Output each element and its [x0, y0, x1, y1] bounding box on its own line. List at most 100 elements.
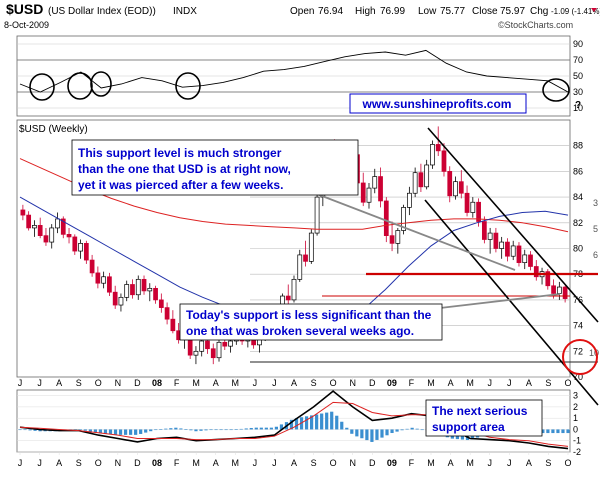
- x-tick-label: O: [330, 378, 337, 388]
- macd-histogram-bar: [204, 429, 208, 431]
- next-support-circle: [562, 339, 598, 375]
- price-tick-label: 88: [573, 141, 583, 151]
- macd-histogram-bar: [199, 429, 203, 431]
- high-value: 76.99: [380, 6, 405, 17]
- macd-tick-label: -2: [573, 447, 581, 457]
- macd-histogram-bar: [254, 427, 258, 430]
- candle-body: [78, 243, 83, 252]
- x-tick-label: S: [545, 378, 551, 388]
- x-tick-label: D: [369, 378, 376, 388]
- price-tick-label: 86: [573, 166, 583, 176]
- candle-body: [72, 236, 78, 252]
- candle-body: [101, 276, 107, 284]
- x-tick-label: J: [37, 378, 42, 388]
- macd-histogram-bar: [385, 429, 389, 436]
- macd-histogram-bar: [179, 428, 183, 430]
- macd-histogram-bar: [350, 429, 354, 434]
- macd-histogram-bar: [38, 429, 42, 432]
- macd-histogram-bar: [330, 411, 334, 430]
- x-tick-label: O: [330, 458, 337, 468]
- candle-body: [135, 278, 141, 296]
- bottom-note: Today's support is less significant than…: [186, 308, 432, 338]
- candle-body: [170, 318, 176, 332]
- x-tick-label: A: [448, 458, 454, 468]
- candle-body: [55, 218, 60, 229]
- macd-histogram-bar: [18, 429, 22, 431]
- candle-body: [210, 348, 216, 359]
- macd-histogram-bar: [118, 429, 123, 435]
- x-tick-label: M: [427, 378, 435, 388]
- candle-body: [533, 266, 539, 278]
- candle-body: [366, 187, 372, 203]
- x-tick-label: 08: [152, 378, 162, 388]
- macd-histogram-bar: [274, 426, 279, 430]
- x-tick-label: A: [526, 378, 532, 388]
- price-tick-label: 80: [573, 244, 583, 254]
- top-note-box: [71, 139, 359, 196]
- candle-body: [222, 341, 228, 347]
- candle-body: [424, 164, 430, 188]
- callout-pointer-bottom: [439, 293, 561, 309]
- candle-body: [130, 284, 135, 296]
- url-label[interactable]: www.sunshineprofits.com: [362, 97, 512, 111]
- rsi-ticks: 90 70 50 30 10: [573, 39, 583, 113]
- macd-histogram-bar: [370, 429, 374, 442]
- low-label: Low: [418, 6, 437, 17]
- x-tick-label: O: [564, 378, 571, 388]
- index-name: (US Dollar Index (EOD)): [48, 6, 156, 17]
- candle-body: [522, 254, 528, 263]
- x-tick-label: D: [134, 458, 141, 468]
- candle-body: [112, 291, 118, 306]
- macd-histogram-bar: [269, 427, 273, 430]
- x-tick-label: S: [311, 378, 317, 388]
- macd-histogram-bar: [566, 429, 570, 434]
- rsi-tick-label: 50: [573, 71, 583, 81]
- x-tick-label: S: [76, 378, 82, 388]
- x-tick-label: N: [349, 458, 356, 468]
- macd-histogram-bar: [113, 429, 118, 435]
- macd-histogram-bar: [184, 429, 188, 430]
- macd-histogram-bar: [365, 429, 369, 441]
- right-edge-label-6: 6: [593, 250, 598, 260]
- close-label: Close: [472, 6, 498, 17]
- right-edge-label-10: 10: [589, 348, 599, 358]
- price-tick-label: 72: [573, 346, 583, 356]
- candle-body: [49, 227, 55, 243]
- quote-strip: Open 76.94 High 76.99 Low 75.77 Close 75…: [290, 6, 600, 17]
- macd-histogram-bar: [259, 427, 263, 430]
- x-tick-label: A: [213, 458, 219, 468]
- close-value: 75.97: [500, 6, 525, 17]
- candle-body: [95, 272, 101, 284]
- x-tick-label: J: [507, 458, 512, 468]
- macd-histogram-bar: [234, 429, 238, 430]
- candle-body: [551, 285, 556, 294]
- macd-histogram-bar: [23, 429, 27, 431]
- macd-histogram-bar: [224, 429, 228, 431]
- macd-histogram-bar: [551, 429, 555, 434]
- x-tick-label: D: [134, 378, 141, 388]
- right-edge-label-3: 3: [593, 198, 598, 208]
- macd-histogram-bar: [410, 427, 414, 430]
- open-label: Open: [290, 6, 314, 17]
- x-tick-label: J: [272, 378, 277, 388]
- macd-line: [19, 390, 569, 450]
- x-axis-macd: J J A S O N D 08 F M A M J J A S O N D 09 F M A M J J A S O: [18, 452, 572, 468]
- candle-body: [545, 271, 551, 287]
- macd-histogram-bar: [320, 413, 324, 430]
- candle-body: [418, 172, 424, 188]
- x-tick-label: S: [545, 458, 551, 468]
- macd-histogram-bar: [380, 429, 384, 438]
- candle-body: [389, 235, 395, 244]
- macd-histogram-bar: [355, 429, 359, 437]
- macd-histogram-bar: [134, 429, 138, 435]
- x-tick-label: J: [37, 458, 42, 468]
- macd-histogram-bar: [244, 428, 248, 430]
- price-y-ticks: 88868482807876747270: [573, 141, 583, 382]
- x-tick-label: A: [213, 378, 219, 388]
- x-tick-label: O: [564, 458, 571, 468]
- rsi-circle-2: [67, 72, 93, 100]
- macd-histogram-bar: [33, 429, 37, 431]
- x-tick-label: D: [369, 458, 376, 468]
- rsi-circle-4: [175, 72, 201, 100]
